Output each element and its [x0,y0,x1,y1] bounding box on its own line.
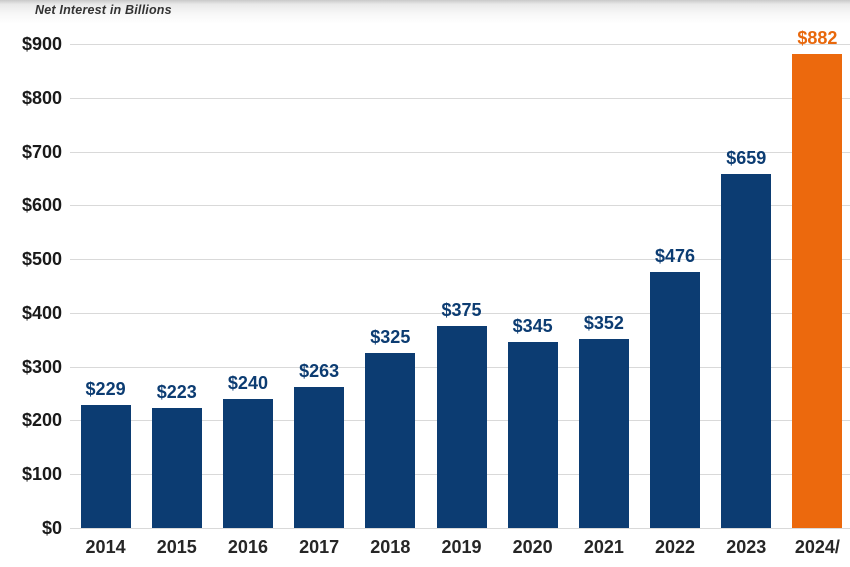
y-axis-tick-label: $400 [21,302,62,323]
x-axis-tick-label: 2014 [85,537,126,557]
chart-title: Net Interest in Billions [35,3,172,17]
bar [365,353,416,528]
y-axis-tick-label: $100 [21,464,62,485]
x-axis-tick-label: 2017 [299,537,340,557]
bar [436,326,487,528]
y-axis-tick-label: $200 [21,410,62,431]
y-axis-tick-label: $800 [21,87,62,108]
x-axis-tick-label: 2018 [370,537,411,557]
bar-value-label: $325 [370,327,411,348]
y-axis-tick-label: $700 [21,141,62,162]
window-top-band [0,0,850,24]
bar-value-label: $223 [156,382,197,403]
bar [721,173,772,528]
bar-value-label: $345 [512,316,553,337]
x-axis-tick-label: 2020 [512,537,553,557]
bar-value-label: $882 [797,27,838,48]
bar-value-label: $229 [85,378,126,399]
gridline [70,151,850,153]
x-axis-tick-label: 2023 [726,537,767,557]
x-axis-tick-label: 2022 [655,537,696,557]
gridline [70,44,850,45]
x-axis-line [70,528,850,529]
y-axis-tick-label: $0 [41,518,62,538]
bar-value-label: $263 [299,360,340,381]
bar [151,408,202,528]
bar [650,272,701,528]
x-axis-tick-label: 2016 [227,537,268,557]
bar [294,386,345,528]
bar-value-label: $375 [441,300,482,321]
bar-highlighted [792,53,843,528]
y-axis-tick-label: $300 [21,356,62,377]
y-axis-tick-label: $500 [21,249,62,270]
gridline [70,205,850,207]
x-axis-tick-label: 2015 [156,537,197,557]
y-axis-tick-label: $600 [21,195,62,216]
bar [578,338,629,528]
bar [80,404,131,528]
y-axis-tick-label: $900 [21,34,62,54]
gridline [70,97,850,99]
gridline [70,259,850,261]
bar-value-label: $659 [726,147,767,168]
x-axis-tick-label: 2021 [583,537,624,557]
bar-value-label: $352 [583,312,624,333]
bar [507,342,558,528]
x-axis-tick-label: 2024/ [794,537,840,557]
gridline [70,312,850,314]
x-axis-tick-label: 2019 [441,537,482,557]
bar-value-label: $240 [227,372,268,393]
bar-value-label: $476 [655,246,696,267]
bar [222,398,273,528]
